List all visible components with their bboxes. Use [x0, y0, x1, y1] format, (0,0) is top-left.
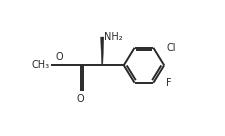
Text: CH₃: CH₃ [32, 60, 50, 70]
Text: Cl: Cl [165, 43, 175, 53]
Text: NH₂: NH₂ [104, 32, 122, 42]
Polygon shape [100, 37, 103, 65]
Text: F: F [165, 78, 171, 88]
Text: O: O [76, 94, 84, 104]
Text: O: O [55, 52, 63, 62]
